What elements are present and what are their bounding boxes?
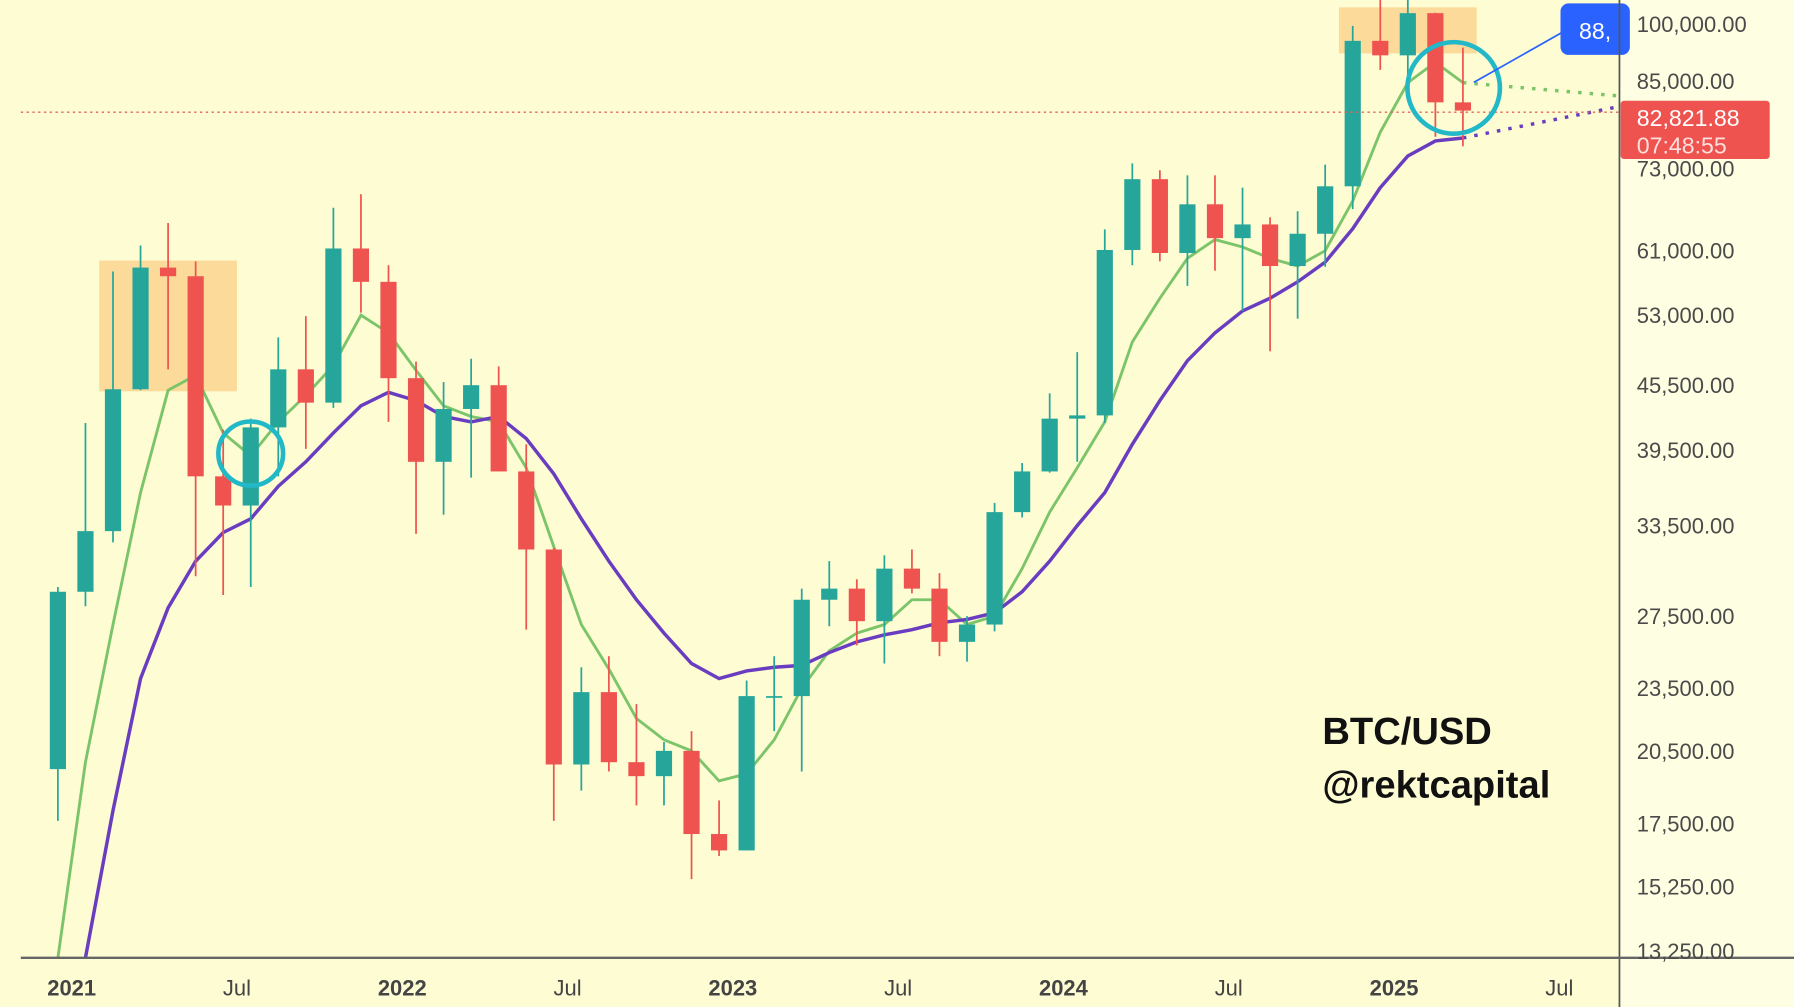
- time-tick-label: 2024: [1039, 976, 1089, 1001]
- price-tick-label: 15,250.00: [1637, 875, 1735, 900]
- candle-body: [1069, 415, 1086, 419]
- price-tick-label: 20,500.00: [1637, 739, 1735, 764]
- candle-body: [573, 692, 590, 765]
- highlight-circles: [216, 39, 1503, 488]
- candle-body: [1344, 40, 1361, 187]
- price-axis-background: [1619, 0, 1794, 1007]
- price-tick-label: 27,500.00: [1637, 604, 1735, 629]
- candle-body: [1317, 186, 1334, 234]
- time-tick-label: 2021: [47, 976, 96, 1001]
- candle-body: [848, 588, 865, 622]
- watermark-symbol: BTC/USD: [1322, 711, 1491, 753]
- candle-body: [297, 369, 314, 403]
- time-tick-label: Jul: [554, 976, 582, 1001]
- candle-body: [1041, 418, 1058, 472]
- highlight-circle: [216, 419, 286, 488]
- candle-body: [187, 276, 204, 477]
- time-tick-label: Jul: [1215, 976, 1243, 1001]
- time-tick-label: 2025: [1370, 976, 1419, 1001]
- callout-label: 88,: [1579, 18, 1611, 44]
- candle-body: [655, 750, 673, 777]
- candle-body: [931, 588, 948, 642]
- candle-body: [1179, 204, 1196, 253]
- moving-average-projection: [1462, 105, 1619, 140]
- price-tick-label: 73,000.00: [1637, 156, 1735, 181]
- candle-body: [490, 385, 507, 472]
- candle-body: [986, 512, 1003, 625]
- price-tick-label: 53,000.00: [1637, 303, 1735, 328]
- candle-body: [104, 389, 122, 532]
- moving-average-line: [56, 60, 1464, 958]
- last-price-label: 82,821.88: [1637, 105, 1740, 131]
- watermark-author: @rektcapital: [1322, 765, 1550, 807]
- candle-body: [821, 588, 838, 600]
- time-tick-label: Jul: [1545, 976, 1573, 1001]
- price-tick-label: 39,500.00: [1637, 438, 1735, 463]
- candle-body: [600, 692, 617, 763]
- candle-body: [1261, 224, 1279, 267]
- callout-line: [1473, 31, 1564, 84]
- highlight-circle: [1405, 39, 1503, 136]
- candle-body: [683, 750, 700, 835]
- candle-body: [518, 471, 535, 550]
- candle-body: [1234, 224, 1251, 239]
- time-tick-label: 2022: [378, 976, 427, 1001]
- time-tick-label: Jul: [223, 976, 251, 1001]
- candle-body: [407, 378, 425, 462]
- candle-body: [270, 369, 287, 428]
- candle-body: [1372, 40, 1389, 56]
- callout-badge: [1560, 3, 1630, 55]
- candle-body: [77, 531, 94, 592]
- candle-body: [903, 568, 921, 589]
- candle-body: [958, 624, 976, 642]
- price-tick-label: 17,500.00: [1637, 812, 1735, 837]
- candle-body: [628, 762, 645, 777]
- price-tick-label: 85,000.00: [1637, 69, 1735, 94]
- candle-body: [793, 599, 810, 697]
- candle-body: [766, 696, 783, 698]
- candles: [49, 0, 1472, 880]
- price-tick-label: 61,000.00: [1637, 239, 1735, 264]
- last-price-badge: [1620, 100, 1770, 160]
- candle-body: [1206, 204, 1224, 239]
- candle-body: [1096, 249, 1113, 416]
- candle-body: [435, 408, 452, 462]
- price-tick-label: 100,000.00: [1637, 12, 1747, 37]
- candle-body: [1151, 179, 1168, 253]
- price-tick-label: 33,500.00: [1637, 514, 1735, 539]
- price-tick-label: 23,500.00: [1637, 676, 1735, 701]
- price-axis: 100,000.00 85,000.00 73,000.00 61,000.00 53,…: [1637, 12, 1747, 964]
- candle-body: [738, 696, 755, 851]
- candle-body: [1289, 233, 1306, 267]
- time-axis: 2021 Jul 2022 Jul 2023 Jul 2024 Jul 2025 Jul: [47, 976, 1573, 1001]
- candle-body: [49, 591, 66, 770]
- candle-body: [132, 267, 149, 390]
- candle-body: [1399, 13, 1416, 56]
- candle-body: [876, 568, 893, 622]
- price-tick-label: 13,250.00: [1637, 939, 1735, 964]
- candle-body: [545, 549, 562, 765]
- candle-body: [710, 834, 728, 851]
- candle-body: [1124, 179, 1141, 250]
- candle-body: [325, 248, 342, 403]
- candle-body: [159, 267, 177, 277]
- candle-body: [1454, 102, 1472, 111]
- moving-average-projection: [1462, 80, 1619, 98]
- candle-body: [1014, 471, 1031, 513]
- candle-body: [242, 427, 259, 506]
- candle-body: [463, 385, 480, 409]
- candle-body: [380, 281, 397, 379]
- time-tick-label: Jul: [884, 976, 912, 1001]
- candle-body: [1427, 13, 1444, 103]
- price-tick-label: 45,500.00: [1637, 373, 1735, 398]
- candle-body: [352, 248, 370, 282]
- candle-body: [215, 476, 232, 506]
- countdown-label: 07:48:55: [1637, 132, 1727, 158]
- time-tick-label: 2023: [708, 976, 757, 1001]
